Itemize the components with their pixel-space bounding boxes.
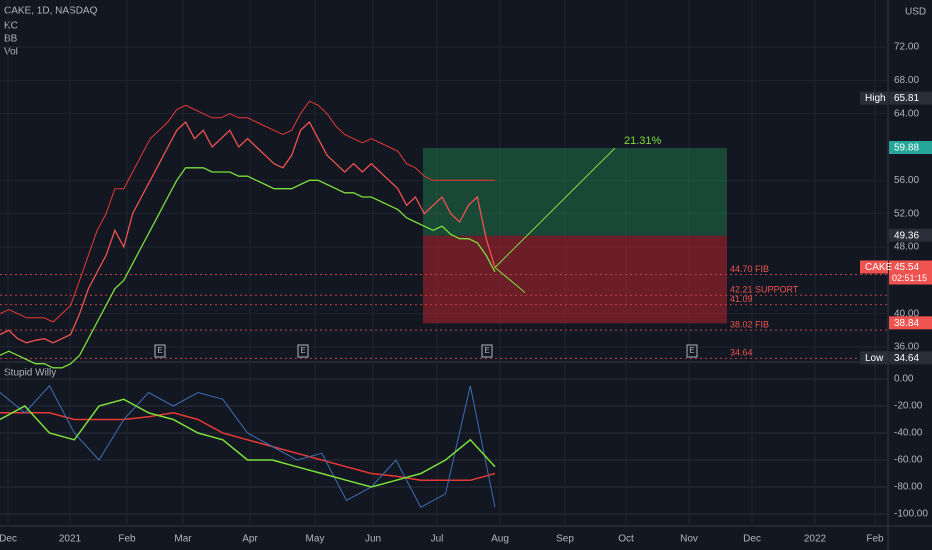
indicator: KC xyxy=(4,21,18,32)
price-tag-label: 45.54 xyxy=(894,262,919,273)
earnings-box xyxy=(297,344,309,358)
x-tick-label: Dec xyxy=(743,534,761,545)
y-tick-label: 64.00 xyxy=(894,108,919,119)
level-label: 38.02 FIB xyxy=(730,320,769,330)
y-tick-label: 72.00 xyxy=(894,42,919,53)
name-tag xyxy=(860,91,888,105)
earnings: E xyxy=(484,346,489,355)
indicator: BB xyxy=(4,34,18,45)
price-line xyxy=(0,120,496,344)
percent-label: 21.31% xyxy=(624,135,662,147)
profit-zone xyxy=(423,148,727,236)
earnings-box xyxy=(686,344,698,358)
y-tick-label: 68.00 xyxy=(894,75,919,86)
y-tick-label: -80.00 xyxy=(894,482,923,493)
price-tag-label: 38.84 xyxy=(894,318,919,329)
x-tick-label: Oct xyxy=(618,534,634,545)
y-tick-label: 52.00 xyxy=(894,208,919,219)
name-tag xyxy=(860,351,888,365)
name-tag-label: CAKE xyxy=(865,262,893,273)
earnings-box xyxy=(154,344,166,358)
symbol: CAKE, 1D, NASDAQ xyxy=(4,6,98,17)
level-label: 44.70 FIB xyxy=(730,264,769,274)
x-tick-label: 2022 xyxy=(804,534,827,545)
x-tick-label: 2021 xyxy=(59,534,82,545)
level-label: 34.64 xyxy=(730,348,753,358)
price-tag-label: 34.64 xyxy=(894,353,919,364)
osc-blue xyxy=(0,384,496,508)
x-tick-label: Mar xyxy=(174,534,192,545)
y-tick-label: 48.00 xyxy=(894,242,919,253)
price-tag-label: 59.88 xyxy=(894,143,919,154)
price-tag xyxy=(889,91,932,105)
y-tick-label: -60.00 xyxy=(894,455,923,466)
name-tag-label: Low xyxy=(865,353,884,364)
name-tag-label: High xyxy=(865,93,886,104)
x-tick-label: Sep xyxy=(556,534,574,545)
earnings: E xyxy=(157,346,162,355)
price-tag xyxy=(889,351,932,365)
level-label: 42.21 SUPPORT xyxy=(730,285,799,295)
x-tick-label: Feb xyxy=(866,534,884,545)
earnings-box xyxy=(481,344,493,358)
arrow xyxy=(494,267,526,293)
y-tick-label: -40.00 xyxy=(894,428,923,439)
arrow xyxy=(494,147,616,268)
osc-green xyxy=(0,398,496,488)
x-tick-label: Jul xyxy=(431,534,444,545)
earnings: E xyxy=(300,346,305,355)
name-tag xyxy=(860,260,888,274)
x-tick-label: Nov xyxy=(680,534,698,545)
x-tick-label: Feb xyxy=(118,534,136,545)
level-label: 41.09 xyxy=(730,294,753,304)
earnings: E xyxy=(689,346,694,355)
currency: USD xyxy=(905,7,926,18)
price-tag xyxy=(889,228,932,242)
lower-band xyxy=(0,167,496,369)
y-tick-label: -100.00 xyxy=(894,509,928,520)
price-tag-label: 49.36 xyxy=(894,230,919,241)
x-tick-label: Aug xyxy=(491,534,509,545)
y-tick-label: 56.00 xyxy=(894,175,919,186)
price-tag xyxy=(889,260,932,285)
upper-band xyxy=(0,100,495,323)
x-tick-label: Jun xyxy=(365,534,381,545)
x-tick-label: May xyxy=(306,534,325,545)
x-tick-label: Apr xyxy=(242,534,258,545)
y-tick-label: 36.00 xyxy=(894,342,919,353)
osc-title: Stupid Willy xyxy=(4,368,56,379)
loss-zone xyxy=(423,235,727,324)
indicator: Vol xyxy=(4,47,18,58)
price-tag xyxy=(889,141,932,154)
price-tag xyxy=(889,316,932,330)
osc-red xyxy=(0,412,496,482)
price-tag-label: 65.81 xyxy=(894,93,919,104)
y-tick-label: -20.00 xyxy=(894,401,923,412)
y-tick-label: 40.00 xyxy=(894,308,919,319)
x-tick-label: Dec xyxy=(0,534,17,545)
y-tick-label: 0.00 xyxy=(894,374,914,385)
timer: 02:51:15 xyxy=(892,273,927,283)
